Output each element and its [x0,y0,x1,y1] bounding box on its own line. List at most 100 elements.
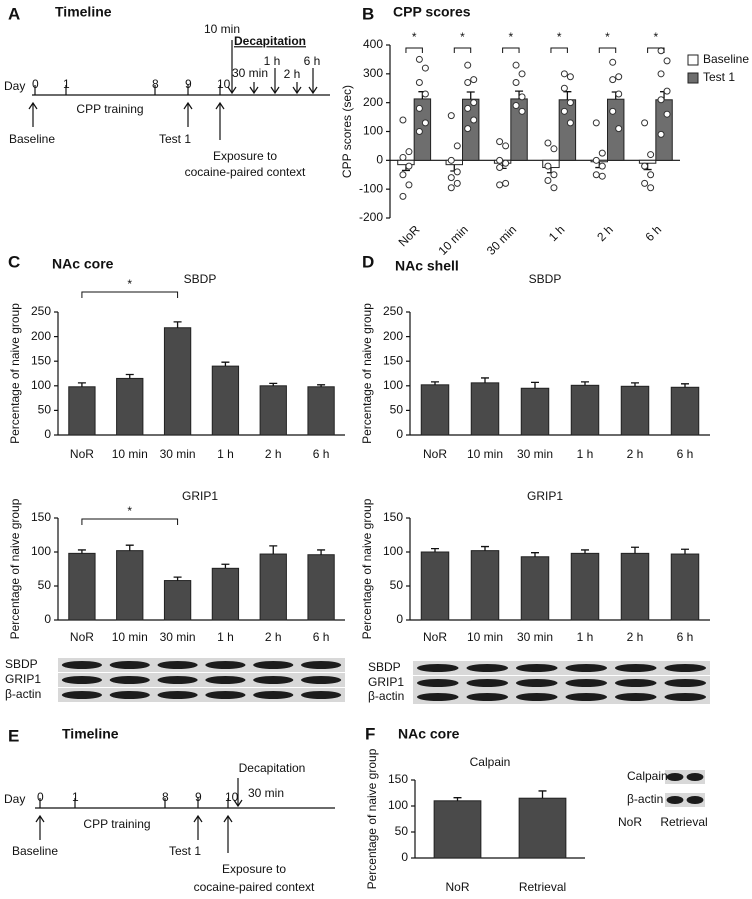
bar [433,800,482,859]
data-point [415,104,423,112]
panel-title: NAc core [398,726,460,742]
arrow-head [193,814,203,823]
panel-letter: E [8,726,19,745]
bar [670,386,700,436]
significance-label: * [412,30,417,44]
x-tick-label: 10 min [112,630,148,644]
data-point [512,61,520,69]
bar [211,567,240,621]
lane-label: Retrieval [660,815,707,829]
y-tick-label: 100 [383,544,403,558]
legend-label: Test 1 [703,70,735,84]
bar [470,382,500,436]
bar [259,385,287,436]
blot-band [109,676,150,684]
data-point [518,70,526,78]
data-point [502,159,510,167]
y-tick-label: 50 [38,578,52,592]
x-tick-label: 6 h [677,630,694,644]
decapitation-label: Decapitation [234,34,306,48]
blot-band [565,664,608,672]
data-point [609,58,617,66]
x-tick-label: NoR [423,447,447,461]
data-point [399,171,407,179]
x-tick-label: 30 min [160,447,196,461]
x-tick-label: 6 h [642,222,664,244]
legend-swatch [687,72,699,84]
data-point [512,102,520,110]
blot-band [515,693,558,701]
data-point [453,168,461,176]
lane-label: NoR [618,815,642,829]
bar [116,377,144,436]
blot-band [253,676,294,684]
error-bar [77,549,86,554]
data-point [615,125,623,133]
test-label: Test 1 [159,132,191,146]
exposure-label: Exposure to [222,862,286,876]
x-tick-label: 1 h [217,630,234,644]
blot-band [205,691,246,699]
bar [570,384,600,436]
y-tick-label: 0 [44,612,51,626]
error-bar [681,548,689,555]
data-point [598,172,606,180]
x-tick-label: 30 min [517,630,553,644]
chart-title: Calpain [470,755,511,769]
error-bar [466,91,475,100]
y-tick-label: 150 [31,510,51,524]
arrow-head [215,101,225,110]
data-point [647,151,655,159]
significance-bracket [502,47,520,53]
panel-title: NAc core [52,256,114,272]
bar [670,553,700,621]
data-point [512,78,520,86]
error-bar [269,382,278,386]
data-point [405,181,413,189]
x-tick-label: 6 h [313,630,330,644]
bar [420,551,450,621]
error-bar [453,797,462,801]
significance-bracket [405,47,423,53]
x-tick-label: 2 h [594,222,616,244]
data-point [550,184,558,192]
x-tick-label: 2 h [265,630,282,644]
error-bar [563,91,572,100]
error-bar [221,361,230,367]
error-bar [269,545,278,555]
data-point [415,128,423,135]
data-point [464,78,472,86]
panel-title: CPP scores [393,4,471,20]
data-point [615,73,623,81]
bar [307,554,335,621]
y-axis-label: CPP scores (sec) [340,85,354,178]
baseline-label: Baseline [12,844,58,858]
y-tick-label: 0 [44,427,51,441]
bar [68,386,96,436]
blot-band [416,693,459,701]
y-tick-label: 200 [363,95,383,109]
data-point [592,156,600,164]
day-number: 9 [195,790,202,804]
data-point [399,153,407,161]
panel-title: NAc shell [395,258,459,274]
y-tick-label: 50 [395,824,409,838]
data-point [415,55,423,63]
y-axis-label: Percentage of naive group [360,303,374,444]
data-point [544,139,552,147]
data-point [544,177,552,185]
blot-band [614,693,657,701]
panel-letter: A [8,4,20,23]
significance-bracket [453,47,472,53]
bar [420,384,450,436]
phase-label: CPP training [83,817,150,831]
significance-bracket [598,47,617,53]
bar [259,553,287,621]
y-tick-label: 300 [363,66,383,80]
data-point [470,99,478,107]
blot-label: GRIP1 [5,672,41,686]
y-tick-label: 0 [396,427,403,441]
error-bar [681,383,689,388]
y-tick-label: 50 [390,578,404,592]
x-tick-label: 10 min [112,447,148,461]
